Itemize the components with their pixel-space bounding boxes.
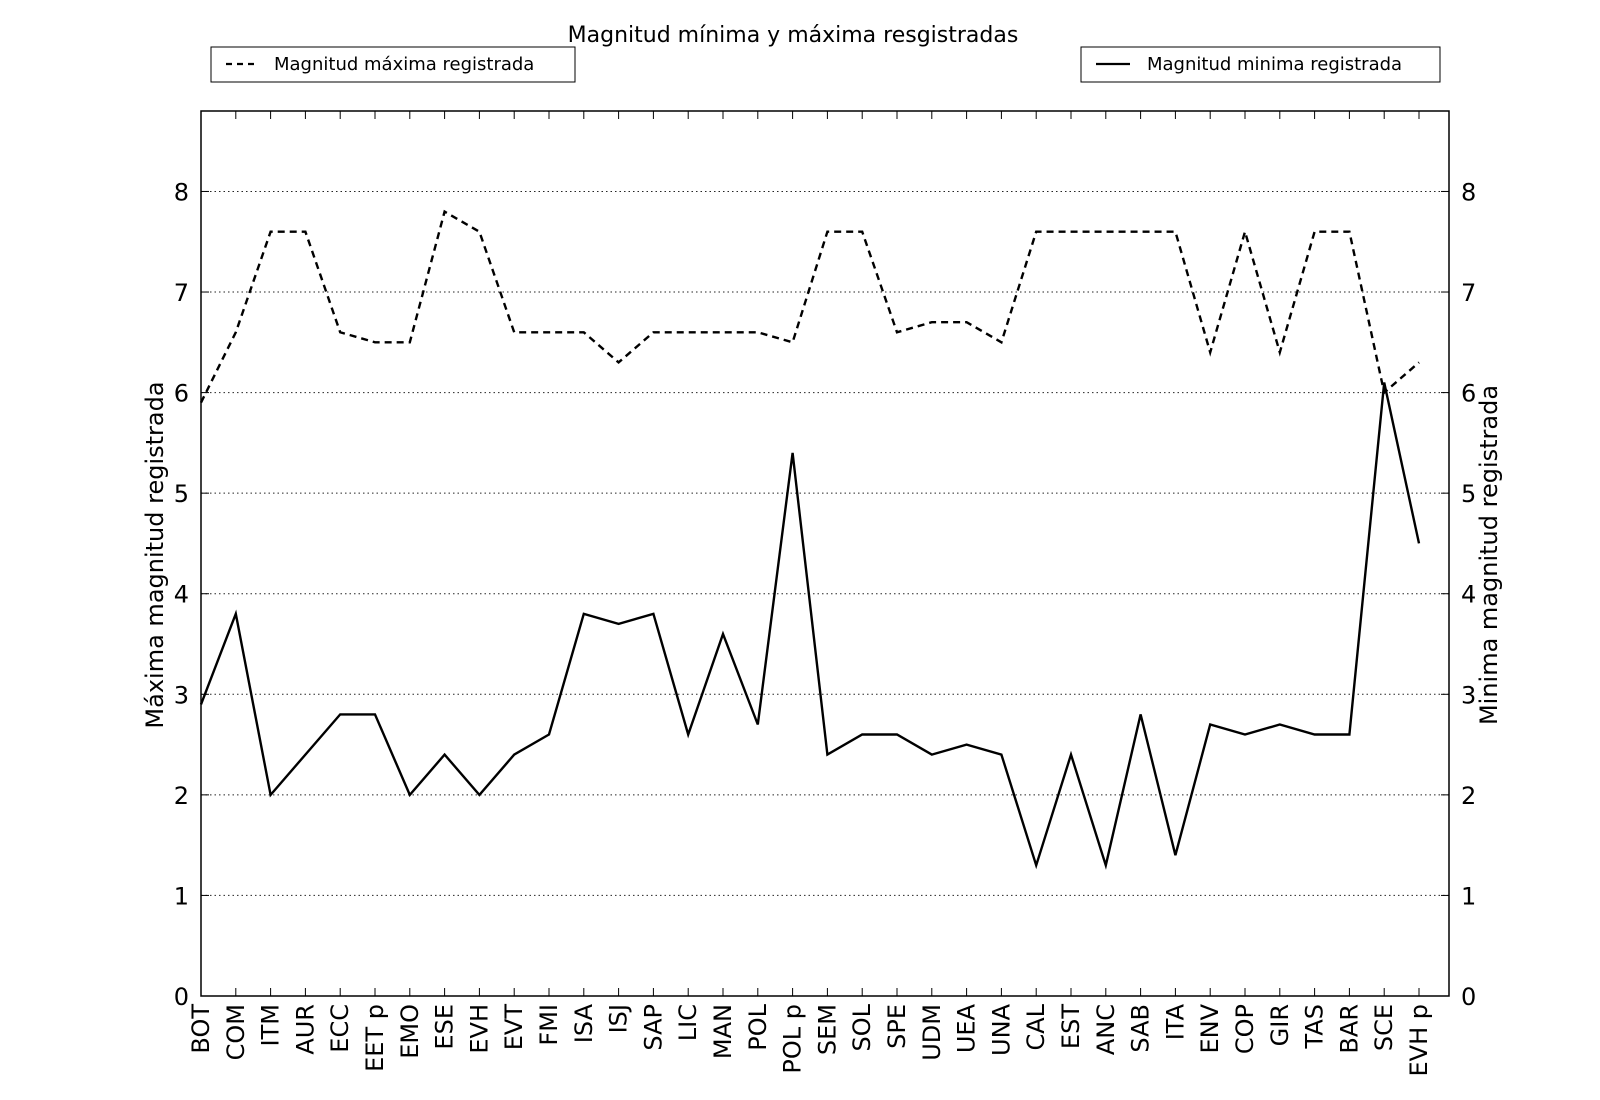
x-tick-label: SEM (813, 1004, 841, 1055)
series-line-max (199, 209, 1420, 404)
x-tick-label: SCE (1370, 1004, 1398, 1051)
x-tick-label: BAR (1335, 1004, 1363, 1054)
x-tick-label: ITA (1161, 1003, 1189, 1040)
legend-max-label: Magnitud máxima registrada (274, 54, 534, 75)
x-tick-label: SAP (639, 1004, 667, 1051)
x-tick-label: ECC (326, 1004, 354, 1053)
y-tick-label-left: 3 (174, 681, 189, 709)
x-tick-label: EMO (396, 1004, 424, 1059)
y-tick-label-right: 0 (1461, 983, 1476, 1011)
y-tick-label-right: 8 (1461, 178, 1476, 206)
plot-frame (200, 110, 1450, 997)
gridlines (201, 190, 1449, 896)
x-tick-label: GIR (1266, 1004, 1294, 1046)
x-tick-label: LIC (674, 1004, 702, 1041)
x-tick-label: SOL (848, 1003, 876, 1051)
x-tick-label: UEA (953, 1003, 981, 1053)
series-lines (199, 209, 1421, 870)
y-tick-label-right: 2 (1461, 782, 1476, 810)
x-tick-label: ISJ (605, 1004, 633, 1033)
legend-min-box (1080, 46, 1441, 83)
x-tick-label: EVT (500, 1004, 528, 1051)
y-tick-label-left: 1 (174, 882, 189, 910)
x-tick-label: MAN (709, 1004, 737, 1059)
y-tick-label-left: 6 (174, 380, 189, 408)
chart-title: Magnitud mínima y máxima resgistradas (568, 23, 1019, 48)
y-ticks-right: 0 1 2 3 4 5 6 7 8 (1441, 178, 1476, 1011)
legend-min-label: Magnitud minima registrada (1147, 54, 1402, 75)
y-tick-label-right: 7 (1461, 279, 1476, 307)
x-tick-label: COP (1231, 1004, 1259, 1054)
x-tick-label: ESE (431, 1004, 459, 1050)
x-tick-label: FMI (535, 1004, 563, 1046)
x-tick-label: BOT (187, 1004, 215, 1054)
y-tick-label-left: 4 (174, 581, 189, 609)
x-tick-label: ENV (1196, 1003, 1224, 1053)
x-tick-label: EST (1057, 1004, 1085, 1049)
legend-min: Magnitud minima registrada (1080, 46, 1441, 83)
x-tick-label: POL p (779, 1004, 807, 1074)
legend-max: Magnitud máxima registrada (210, 46, 576, 83)
y-axis-label-left: Máxima magnitud registrada (141, 381, 169, 728)
x-tick-label: ITM (257, 1004, 285, 1046)
x-tick-label: ANC (1092, 1004, 1120, 1055)
x-tick-label: TAS (1301, 1004, 1329, 1049)
x-tick-label: EVH (465, 1004, 493, 1054)
x-tick-label: ISA (570, 1003, 598, 1043)
y-tick-label-right: 1 (1461, 882, 1476, 910)
y-tick-label-right: 3 (1461, 681, 1476, 709)
y-tick-label-left: 2 (174, 782, 189, 810)
y-tick-label-right: 5 (1461, 480, 1476, 508)
legend-max-box (210, 46, 576, 83)
x-ticks: BOT COM ITM AUR ECC EET p EMO ESE EVH EVT FMI ISA IS… (187, 111, 1433, 1077)
y-tick-label-left: 5 (174, 480, 189, 508)
x-tick-label: COM (222, 1004, 250, 1060)
x-tick-label: EET p (361, 1004, 389, 1072)
x-tick-label: AUR (291, 1004, 319, 1055)
y-tick-label-left: 0 (174, 983, 189, 1011)
x-tick-label: UNA (987, 1003, 1015, 1056)
y-tick-label-left: 8 (174, 178, 189, 206)
y-tick-label-right: 6 (1461, 380, 1476, 408)
series-line-min (199, 382, 1421, 870)
x-tick-label: POL (744, 1003, 772, 1050)
y-ticks-left: 0 1 2 3 4 5 6 7 8 (174, 178, 209, 1011)
x-tick-label: EVH p (1405, 1004, 1433, 1077)
y-tick-label-left: 7 (174, 279, 189, 307)
x-tick-label: SAB (1127, 1004, 1155, 1053)
x-tick-label: SPE (883, 1004, 911, 1049)
x-tick-label: CAL (1022, 1003, 1050, 1050)
y-tick-label-right: 4 (1461, 581, 1476, 609)
x-tick-label: UDM (918, 1004, 946, 1061)
y-axis-label-right: Minima magnitud registrada (1475, 385, 1503, 725)
